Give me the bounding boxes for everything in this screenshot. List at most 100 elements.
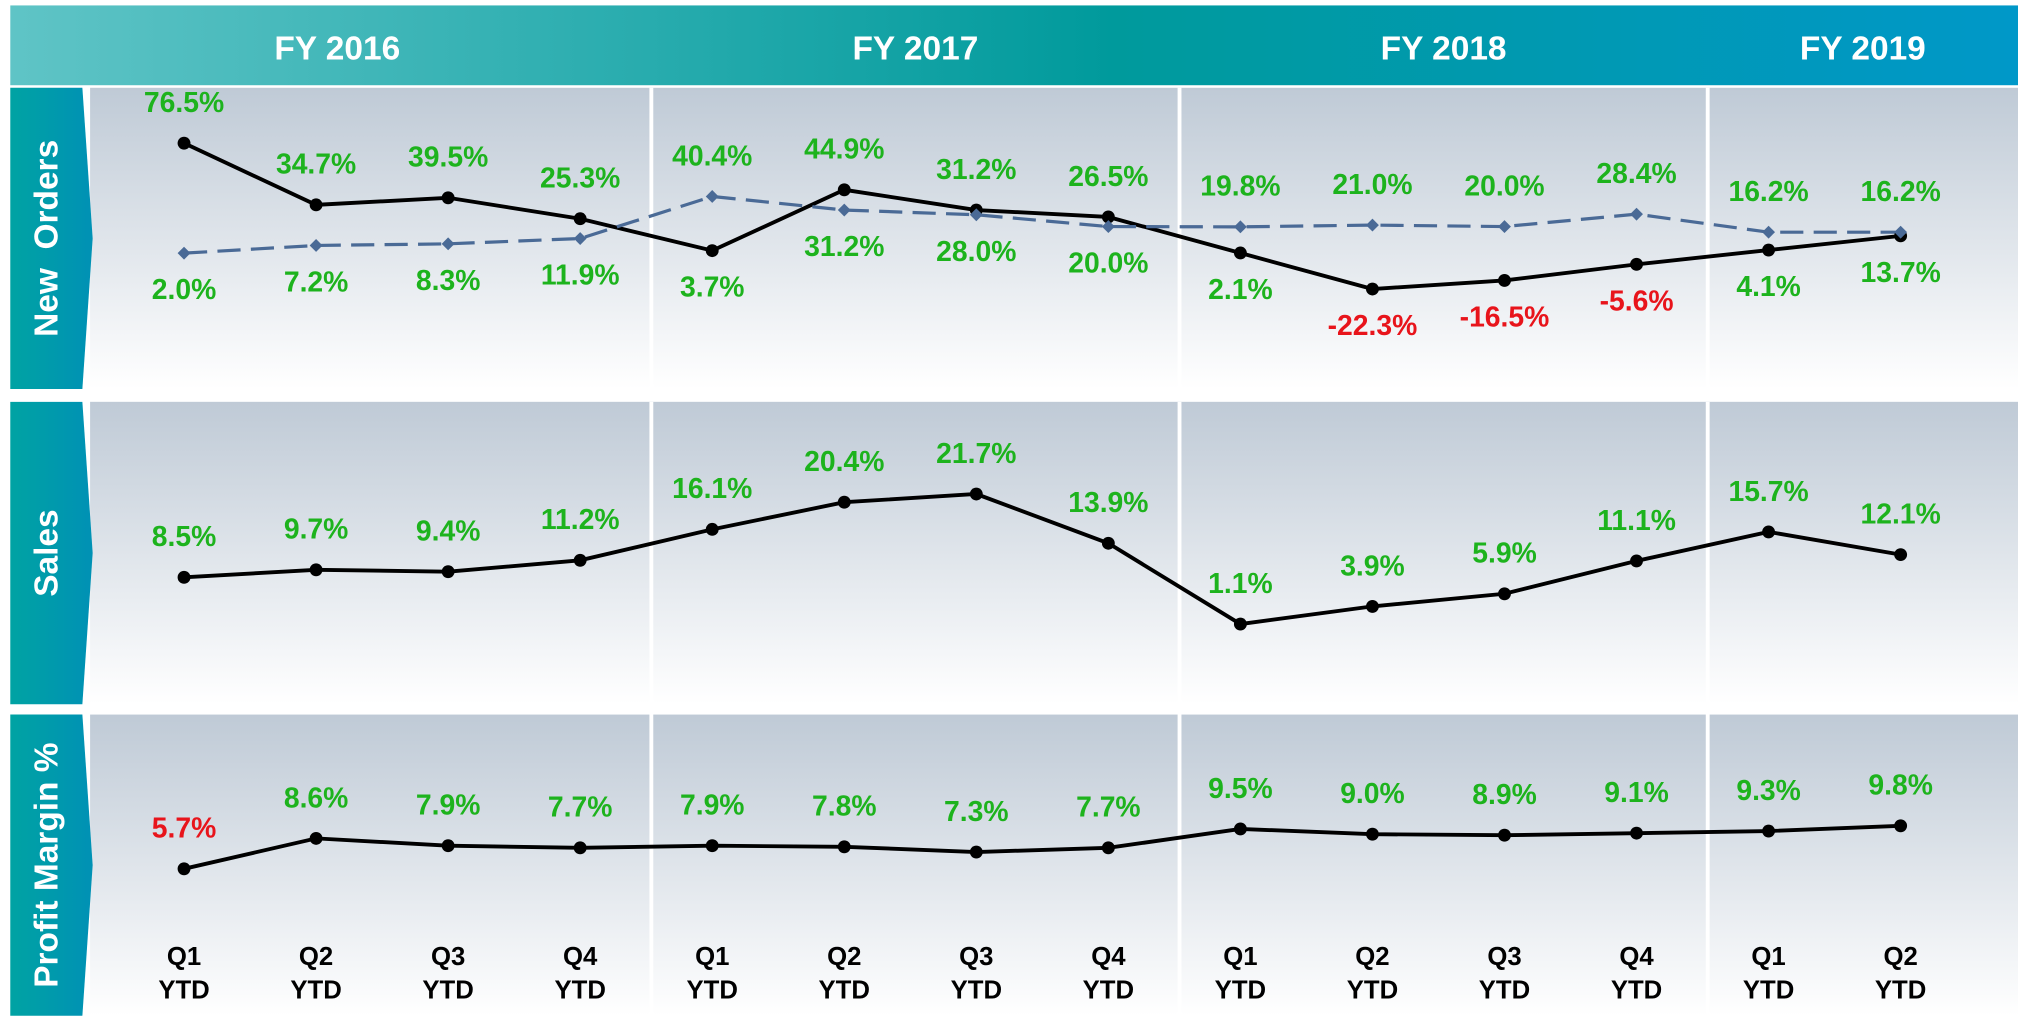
data-label: 40.4% bbox=[672, 139, 752, 171]
point-marker bbox=[1233, 246, 1247, 260]
fiscal-year-label: FY 2016 bbox=[274, 30, 400, 67]
data-label: 8.3% bbox=[416, 264, 481, 296]
point-marker bbox=[969, 487, 983, 501]
point-marker bbox=[1366, 599, 1379, 613]
x-tick-label: Q1 YTD bbox=[687, 943, 738, 1004]
point-marker bbox=[177, 862, 191, 876]
x-tick-label-line: Q4 bbox=[563, 943, 598, 971]
data-label: 2.1% bbox=[1208, 273, 1273, 305]
point-marker bbox=[573, 841, 587, 855]
point-marker bbox=[969, 845, 983, 859]
data-label: 7.7% bbox=[1076, 791, 1141, 823]
panel-side-tab bbox=[10, 87, 93, 389]
data-label: 28.0% bbox=[936, 235, 1016, 267]
point-marker bbox=[837, 840, 851, 854]
x-tick-label-line: Q4 bbox=[1091, 943, 1126, 971]
x-tick-label-line: Q3 bbox=[959, 943, 993, 971]
series-line bbox=[183, 823, 1901, 871]
point-marker bbox=[573, 232, 587, 245]
x-tick-label: Q1 YTD bbox=[158, 943, 209, 1004]
x-tick-label: Q3 YTD bbox=[1479, 943, 1530, 1004]
data-label: 1.1% bbox=[1208, 567, 1273, 599]
point-marker bbox=[1630, 257, 1643, 271]
fiscal-year-label: FY 2017 bbox=[853, 30, 979, 67]
data-label: 31.2% bbox=[804, 230, 884, 262]
series-line bbox=[183, 194, 1901, 255]
point-marker bbox=[309, 239, 323, 252]
data-label: 8.6% bbox=[284, 781, 348, 813]
x-tick-label-line: Q1 bbox=[695, 943, 729, 971]
x-tick-label-line: YTD bbox=[1875, 976, 1926, 1004]
point-marker bbox=[837, 495, 851, 509]
series-line bbox=[183, 492, 1901, 627]
point-marker bbox=[441, 565, 455, 579]
header-band bbox=[10, 5, 2018, 86]
x-tick-label: Q4 YTD bbox=[554, 943, 605, 1004]
data-label: -16.5% bbox=[1460, 301, 1550, 333]
point-marker bbox=[1498, 220, 1511, 234]
panel-side-tab bbox=[10, 401, 93, 705]
data-label: 11.1% bbox=[1597, 504, 1676, 536]
x-tick-label: Q2 YTD bbox=[819, 943, 870, 1004]
point-marker bbox=[1101, 841, 1115, 855]
data-label: 16.1% bbox=[672, 472, 752, 504]
data-label: 5.7% bbox=[152, 812, 217, 844]
data-label: -5.6% bbox=[1600, 284, 1674, 316]
point-marker bbox=[177, 570, 191, 584]
x-tick-label-line: YTD bbox=[1215, 976, 1266, 1004]
point-marker bbox=[1233, 220, 1247, 234]
data-label: 21.7% bbox=[936, 437, 1016, 469]
data-label: 2.0% bbox=[152, 273, 217, 305]
panel-background bbox=[90, 401, 2018, 705]
point-marker bbox=[1366, 282, 1379, 296]
x-tick-label-line: Q2 bbox=[299, 943, 333, 971]
panel-background bbox=[90, 714, 2018, 1016]
point-marker bbox=[309, 831, 323, 845]
point-marker bbox=[1366, 827, 1379, 841]
x-tick-label-line: YTD bbox=[687, 976, 738, 1004]
data-label: 21.0% bbox=[1332, 168, 1412, 200]
data-label: 7.3% bbox=[944, 795, 1009, 827]
point-marker bbox=[1498, 828, 1511, 842]
data-label: 28.4% bbox=[1596, 157, 1676, 189]
x-tick-label: Q4 YTD bbox=[1083, 943, 1134, 1004]
data-label: 3.7% bbox=[680, 271, 744, 303]
series-line bbox=[183, 141, 1901, 291]
point-marker bbox=[705, 522, 719, 536]
point-marker bbox=[1630, 207, 1643, 221]
point-marker bbox=[441, 237, 455, 251]
point-marker bbox=[177, 246, 191, 260]
data-label: 13.7% bbox=[1861, 256, 1941, 288]
x-tick-label-line: Q1 bbox=[167, 943, 201, 971]
panel-side-tab bbox=[10, 714, 93, 1016]
point-marker bbox=[1894, 819, 1908, 833]
data-label: 9.8% bbox=[1868, 769, 1933, 801]
point-marker bbox=[705, 839, 719, 853]
panel-title: Sales bbox=[29, 509, 66, 596]
data-label: 20.0% bbox=[1068, 247, 1148, 279]
data-label: 9.4% bbox=[416, 515, 481, 547]
data-label: 7.7% bbox=[548, 791, 613, 823]
point-marker bbox=[1762, 824, 1776, 838]
x-tick-label-line: YTD bbox=[1479, 976, 1530, 1004]
x-tick-label-line: YTD bbox=[1347, 976, 1398, 1004]
panel-background bbox=[90, 87, 2018, 389]
data-label: 34.7% bbox=[276, 148, 356, 180]
data-label: 7.8% bbox=[812, 790, 877, 822]
point-marker bbox=[177, 136, 191, 150]
data-label: 20.0% bbox=[1464, 169, 1544, 201]
data-label: 9.7% bbox=[284, 513, 348, 545]
point-marker bbox=[1101, 536, 1115, 550]
panel-title: Profit Margin % bbox=[29, 742, 66, 987]
data-label: 39.5% bbox=[408, 141, 488, 173]
x-tick-label: Q2 YTD bbox=[290, 943, 341, 1004]
data-label: 8.9% bbox=[1472, 778, 1537, 810]
x-tick-label-line: YTD bbox=[422, 976, 473, 1004]
x-tick-label-line: YTD bbox=[951, 976, 1002, 1004]
x-tick-label-line: YTD bbox=[290, 976, 341, 1004]
fiscal-year-label: FY 2019 bbox=[1800, 30, 1926, 67]
point-marker bbox=[1498, 587, 1511, 601]
x-tick-label-line: Q2 bbox=[1355, 943, 1389, 971]
data-label: 31.2% bbox=[936, 153, 1016, 185]
